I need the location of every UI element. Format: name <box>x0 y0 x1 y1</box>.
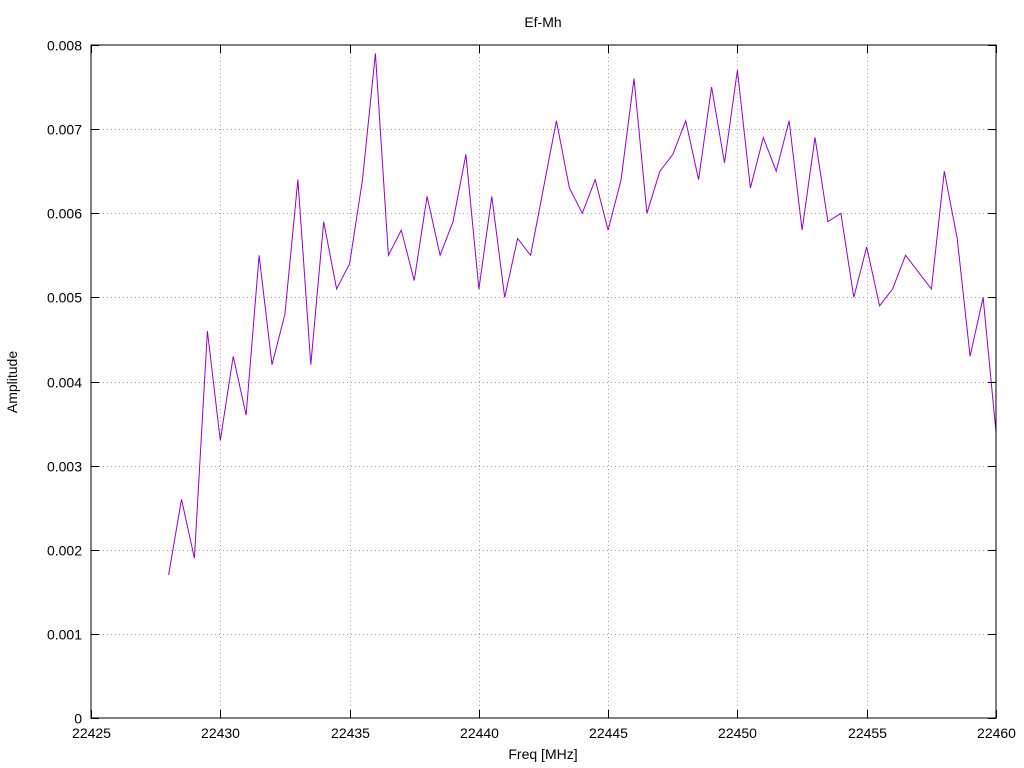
y-tick-label: 0.004 <box>47 375 82 391</box>
y-tick-label: 0.001 <box>47 627 82 643</box>
y-tick-label: 0.005 <box>47 290 82 306</box>
series-line <box>168 53 997 576</box>
x-tick-label: 22445 <box>589 725 628 741</box>
x-tick-label: 22430 <box>201 725 240 741</box>
y-tick-label: 0 <box>74 711 82 727</box>
x-axis-label: Freq [MHz] <box>508 746 577 762</box>
x-tick-label: 22460 <box>977 725 1016 741</box>
axis-ticks: 22425 22430 22435 22440 22445 22450 22455 22460… <box>47 38 1016 742</box>
plot-frame <box>90 44 997 719</box>
y-tick-label: 0.002 <box>47 543 82 559</box>
x-tick-label: 22425 <box>72 725 111 741</box>
y-tick-label: 0.003 <box>47 459 82 475</box>
x-tick-label: 22435 <box>331 725 370 741</box>
y-tick-label: 0.006 <box>47 206 82 222</box>
y-tick-label: 0.008 <box>47 38 82 54</box>
y-axis-label: Amplitude <box>4 351 20 413</box>
x-tick-label: 22455 <box>848 725 887 741</box>
x-tick-label: 22440 <box>460 725 499 741</box>
chart-title: Ef-Mh <box>524 14 561 30</box>
grid <box>91 45 996 718</box>
y-tick-label: 0.007 <box>47 122 82 138</box>
x-tick-label: 22450 <box>718 725 757 741</box>
